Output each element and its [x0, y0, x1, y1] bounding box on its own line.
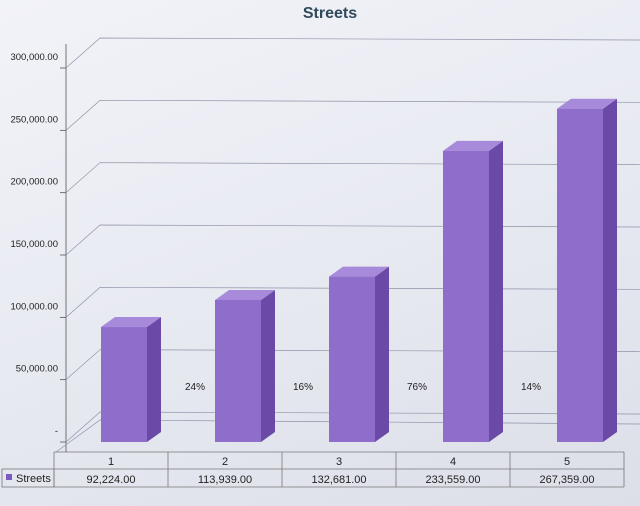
annotation-label: 16% — [293, 382, 313, 393]
legend-series-name: Streets — [16, 473, 51, 485]
bar — [443, 140, 503, 442]
category-label: 2 — [222, 456, 228, 468]
category-label: 3 — [336, 456, 342, 468]
gridline — [65, 224, 640, 256]
y-tick-label: 100,000.00 — [10, 301, 58, 312]
category-label: 5 — [564, 456, 570, 468]
value-label: 132,681.00 — [311, 474, 366, 486]
bars — [101, 98, 617, 442]
bar — [329, 266, 389, 442]
category-label: 4 — [450, 456, 456, 468]
value-label: 113,939.00 — [198, 474, 252, 486]
gridline — [65, 37, 640, 69]
y-tick-label: - — [55, 426, 58, 437]
gridline — [65, 99, 640, 131]
annotation-label: 14% — [521, 382, 541, 393]
category-label: 1 — [108, 456, 114, 468]
bar-side-face — [261, 289, 275, 442]
y-tick-label: 200,000.00 — [10, 177, 58, 188]
y-tick-label: 50,000.00 — [16, 364, 58, 375]
bar-front-face — [557, 108, 603, 442]
value-label: 233,559.00 — [425, 474, 480, 486]
bar-top-face — [557, 98, 617, 109]
bar-front-face — [443, 150, 489, 442]
legend-key-swatch — [6, 474, 12, 480]
bar-top-face — [443, 140, 503, 151]
y-tick-label: 150,000.00 — [10, 239, 58, 250]
bar-top-face — [329, 266, 389, 277]
bar-front-face — [329, 276, 375, 442]
y-tick-label: 300,000.00 — [10, 52, 58, 63]
annotation-label: 76% — [407, 382, 427, 393]
bar — [101, 317, 161, 442]
y-tick-label: 250,000.00 — [10, 114, 58, 125]
bar-side-face — [375, 266, 389, 442]
data-table: Streets 1 92,224.00 2 113,939.00 3 132,681.00… — [1, 451, 625, 488]
bar — [557, 98, 617, 442]
bar-front-face — [215, 299, 261, 442]
y-axis-ticks: - 50,000.00 100,000.00 150,000.00 200,000.00… — [10, 52, 58, 437]
bar-side-face — [603, 98, 617, 442]
chart-title: Streets — [303, 5, 357, 22]
value-label: 92,224.00 — [87, 474, 136, 486]
gridline — [65, 162, 640, 193]
bar-side-face — [147, 317, 161, 442]
value-label: 267,359.00 — [539, 474, 594, 486]
bar-side-face — [489, 140, 503, 442]
bar-top-face — [101, 317, 161, 328]
bar-front-face — [101, 327, 147, 442]
annotations: 24% 16% 76% 14% — [185, 382, 541, 393]
bar — [215, 289, 275, 442]
annotation-label: 24% — [185, 382, 205, 393]
bar-top-face — [215, 289, 275, 300]
